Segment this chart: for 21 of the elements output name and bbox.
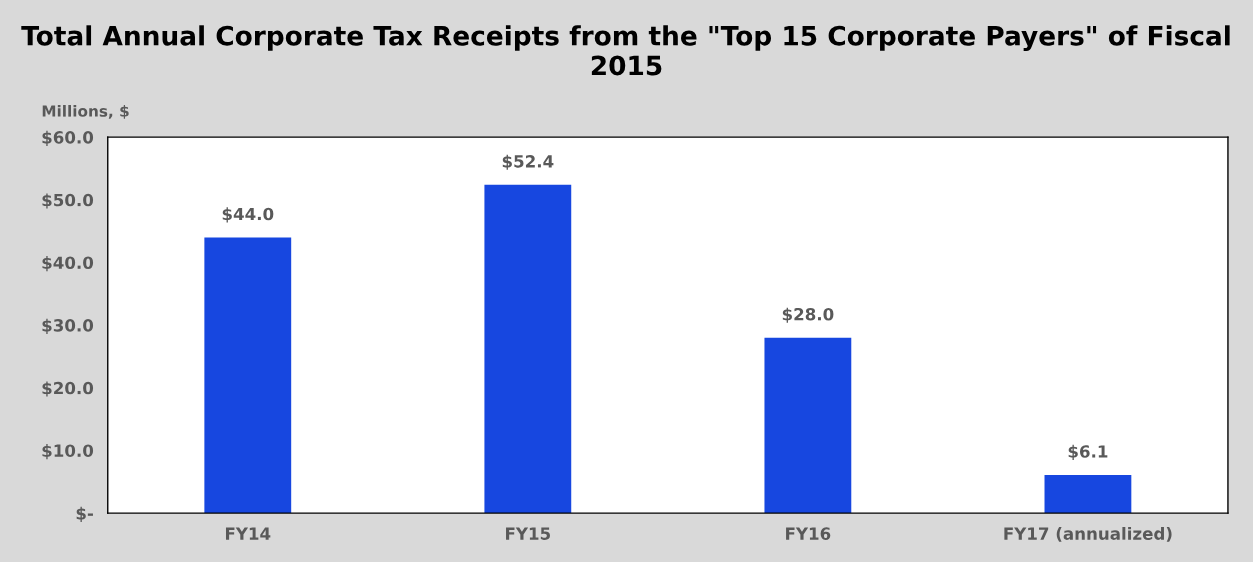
- y-tick-label: $60.0: [42, 130, 94, 146]
- y-tick-label: $40.0: [42, 256, 94, 272]
- data-label: $28.0: [782, 307, 834, 323]
- data-label: $44.0: [222, 207, 274, 223]
- y-tick-label: $30.0: [42, 318, 94, 334]
- y-tick-label: $10.0: [42, 444, 94, 460]
- x-tick-label: FY15: [506, 527, 550, 540]
- bar: [764, 337, 852, 514]
- bar: [484, 184, 572, 514]
- x-tick-label: FY16: [786, 527, 831, 540]
- y-axis-title: Millions, $: [42, 105, 129, 119]
- x-tick-label: FY14: [225, 527, 271, 540]
- y-tick-label: $20.0: [42, 381, 94, 397]
- y-tick-label: $-: [76, 506, 93, 522]
- chart-title: Total Annual Corporate Tax Receipts from the "Top 15 Corporate Payers" of Fiscal 2015: [21, 25, 1230, 76]
- data-label: $6.1: [1068, 444, 1108, 460]
- bar: [1044, 474, 1132, 514]
- x-tick-label: FY17 (annualized): [1004, 526, 1172, 542]
- y-tick-label: $50.0: [42, 193, 94, 209]
- data-label: $52.4: [502, 154, 554, 170]
- bar: [204, 237, 292, 514]
